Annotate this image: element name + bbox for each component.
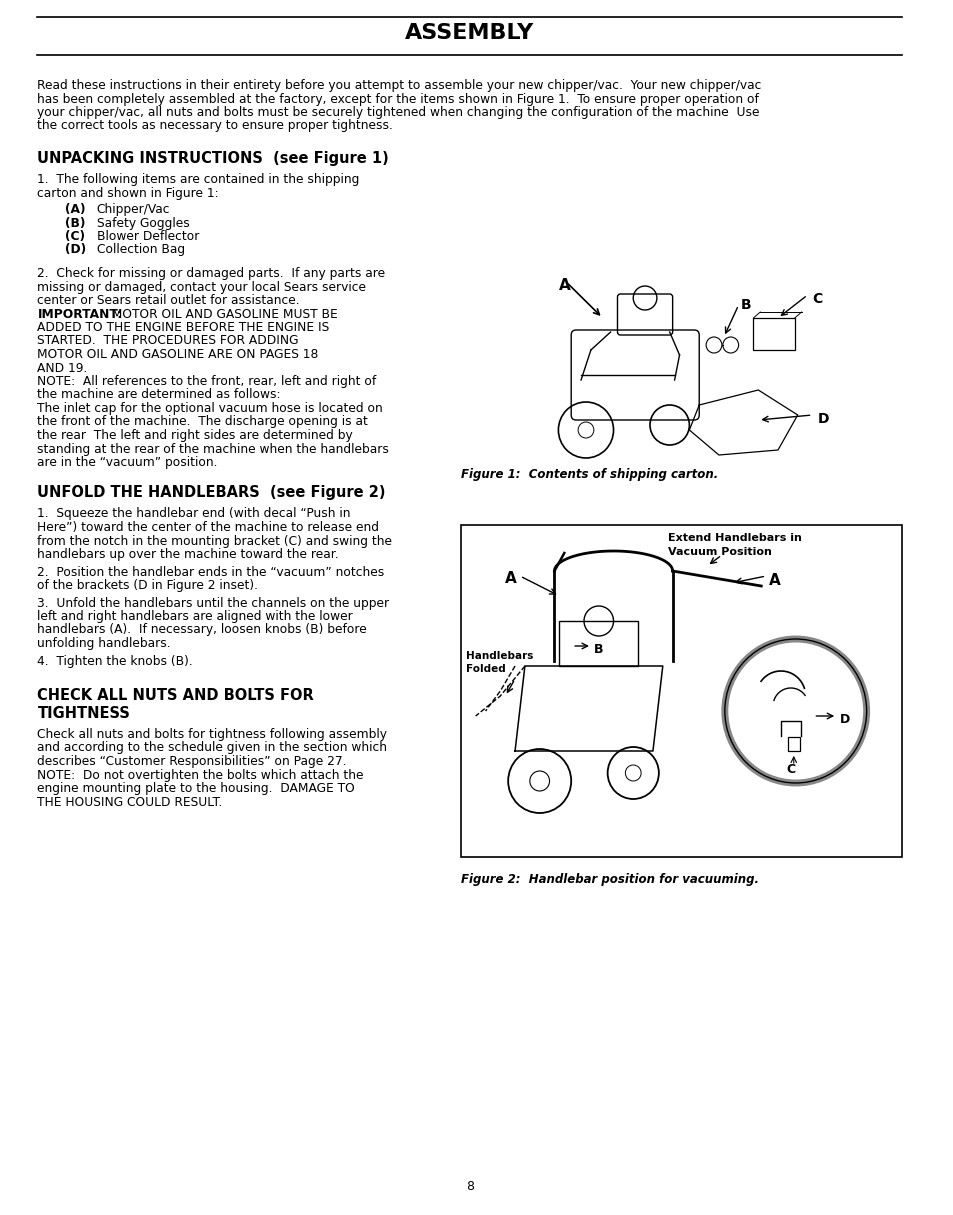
- Text: C: C: [785, 763, 794, 776]
- Text: TIGHTNESS: TIGHTNESS: [37, 706, 131, 720]
- Text: Folded: Folded: [465, 665, 505, 674]
- Text: IMPORTANT:: IMPORTANT:: [37, 307, 123, 321]
- Text: engine mounting plate to the housing.  DAMAGE TO: engine mounting plate to the housing. DA…: [37, 782, 355, 795]
- Text: MOTOR OIL AND GASOLINE ARE ON PAGES 18: MOTOR OIL AND GASOLINE ARE ON PAGES 18: [37, 347, 318, 361]
- Text: THE HOUSING COULD RESULT.: THE HOUSING COULD RESULT.: [37, 796, 223, 808]
- Text: UNFOLD THE HANDLEBARS  (see Figure 2): UNFOLD THE HANDLEBARS (see Figure 2): [37, 486, 386, 501]
- Text: D: D: [817, 412, 828, 426]
- Text: STARTED.  THE PROCEDURES FOR ADDING: STARTED. THE PROCEDURES FOR ADDING: [37, 334, 298, 347]
- Text: describes “Customer Responsibilities” on Page 27.: describes “Customer Responsibilities” on…: [37, 755, 347, 768]
- Text: C: C: [812, 292, 821, 306]
- Text: NOTE:  All references to the front, rear, left and right of: NOTE: All references to the front, rear,…: [37, 375, 376, 388]
- Bar: [558, 621, 638, 666]
- Text: 2.  Check for missing or damaged parts.  If any parts are: 2. Check for missing or damaged parts. I…: [37, 267, 385, 279]
- Text: carton and shown in Figure 1:: carton and shown in Figure 1:: [37, 186, 219, 199]
- Text: Here”) toward the center of the machine to release end: Here”) toward the center of the machine …: [37, 521, 379, 535]
- Text: from the notch in the mounting bracket (C) and swing the: from the notch in the mounting bracket (…: [37, 535, 392, 548]
- Text: 2.  Position the handlebar ends in the “vacuum” notches: 2. Position the handlebar ends in the “v…: [37, 565, 384, 578]
- Bar: [460, 525, 902, 857]
- Text: Extend Handlebars in: Extend Handlebars in: [667, 533, 801, 543]
- Text: A: A: [768, 573, 781, 588]
- Text: your chipper/vac, all nuts and bolts must be securely tightened when changing th: your chipper/vac, all nuts and bolts mus…: [37, 106, 760, 119]
- Bar: [753, 318, 794, 350]
- Text: (A): (A): [65, 203, 86, 216]
- Text: Read these instructions in their entirety before you attempt to assemble your ne: Read these instructions in their entiret…: [37, 79, 761, 92]
- Text: NOTE:  Do not overtighten the bolts which attach the: NOTE: Do not overtighten the bolts which…: [37, 769, 363, 781]
- Text: Chipper/Vac: Chipper/Vac: [96, 203, 170, 216]
- Text: The inlet cap for the optional vacuum hose is located on: The inlet cap for the optional vacuum ho…: [37, 402, 383, 416]
- Text: A: A: [558, 278, 571, 293]
- Text: CHECK ALL NUTS AND BOLTS FOR: CHECK ALL NUTS AND BOLTS FOR: [37, 688, 314, 703]
- Text: 1.  The following items are contained in the shipping: 1. The following items are contained in …: [37, 173, 359, 186]
- Text: AND 19.: AND 19.: [37, 362, 88, 374]
- Text: B: B: [593, 643, 602, 656]
- Text: of the brackets (D in Figure 2 inset).: of the brackets (D in Figure 2 inset).: [37, 580, 258, 592]
- Text: and according to the schedule given in the section which: and according to the schedule given in t…: [37, 741, 387, 755]
- Text: 4.  Tighten the knobs (B).: 4. Tighten the knobs (B).: [37, 655, 193, 667]
- Text: Safety Goggles: Safety Goggles: [96, 216, 189, 230]
- Text: Figure 1:  Contents of shipping carton.: Figure 1: Contents of shipping carton.: [460, 468, 718, 481]
- Text: left and right handlebars are aligned with the lower: left and right handlebars are aligned wi…: [37, 610, 353, 623]
- Text: UNPACKING INSTRUCTIONS  (see Figure 1): UNPACKING INSTRUCTIONS (see Figure 1): [37, 151, 389, 166]
- Text: center or Sears retail outlet for assistance.: center or Sears retail outlet for assist…: [37, 294, 300, 307]
- Text: 8: 8: [465, 1180, 474, 1193]
- Text: (C): (C): [65, 230, 85, 243]
- Text: the correct tools as necessary to ensure proper tightness.: the correct tools as necessary to ensure…: [37, 119, 393, 132]
- Text: unfolding handlebars.: unfolding handlebars.: [37, 637, 171, 650]
- Text: Figure 2:  Handlebar position for vacuuming.: Figure 2: Handlebar position for vacuumi…: [460, 874, 758, 886]
- Text: A: A: [505, 571, 517, 586]
- Text: 1.  Squeeze the handlebar end (with decal “Push in: 1. Squeeze the handlebar end (with decal…: [37, 508, 351, 520]
- Text: the rear  The left and right sides are determined by: the rear The left and right sides are de…: [37, 429, 353, 442]
- Text: missing or damaged, contact your local Sears service: missing or damaged, contact your local S…: [37, 281, 366, 294]
- Text: standing at the rear of the machine when the handlebars: standing at the rear of the machine when…: [37, 442, 389, 456]
- Text: (D): (D): [65, 243, 86, 256]
- Text: Blower Deflector: Blower Deflector: [96, 230, 198, 243]
- Text: (B): (B): [65, 216, 85, 230]
- Text: has been completely assembled at the factory, except for the items shown in Figu: has been completely assembled at the fac…: [37, 92, 759, 106]
- Text: handlebars (A).  If necessary, loosen knobs (B) before: handlebars (A). If necessary, loosen kno…: [37, 623, 367, 637]
- Text: ASSEMBLY: ASSEMBLY: [405, 23, 534, 43]
- Text: are in the “vacuum” position.: are in the “vacuum” position.: [37, 456, 217, 469]
- Text: Vacuum Position: Vacuum Position: [667, 547, 771, 556]
- Text: B: B: [740, 298, 750, 312]
- Text: 3.  Unfold the handlebars until the channels on the upper: 3. Unfold the handlebars until the chann…: [37, 597, 389, 610]
- Text: ADDED TO THE ENGINE BEFORE THE ENGINE IS: ADDED TO THE ENGINE BEFORE THE ENGINE IS: [37, 321, 330, 334]
- Text: Collection Bag: Collection Bag: [96, 243, 185, 256]
- Text: Handlebars: Handlebars: [465, 651, 533, 661]
- Bar: [787, 738, 799, 751]
- Text: D: D: [840, 713, 849, 727]
- Text: the machine are determined as follows:: the machine are determined as follows:: [37, 389, 280, 401]
- Text: handlebars up over the machine toward the rear.: handlebars up over the machine toward th…: [37, 548, 338, 561]
- Text: Check all nuts and bolts for tightness following assembly: Check all nuts and bolts for tightness f…: [37, 728, 387, 741]
- Text: the front of the machine.  The discharge opening is at: the front of the machine. The discharge …: [37, 416, 368, 429]
- Text: MOTOR OIL AND GASOLINE MUST BE: MOTOR OIL AND GASOLINE MUST BE: [104, 307, 337, 321]
